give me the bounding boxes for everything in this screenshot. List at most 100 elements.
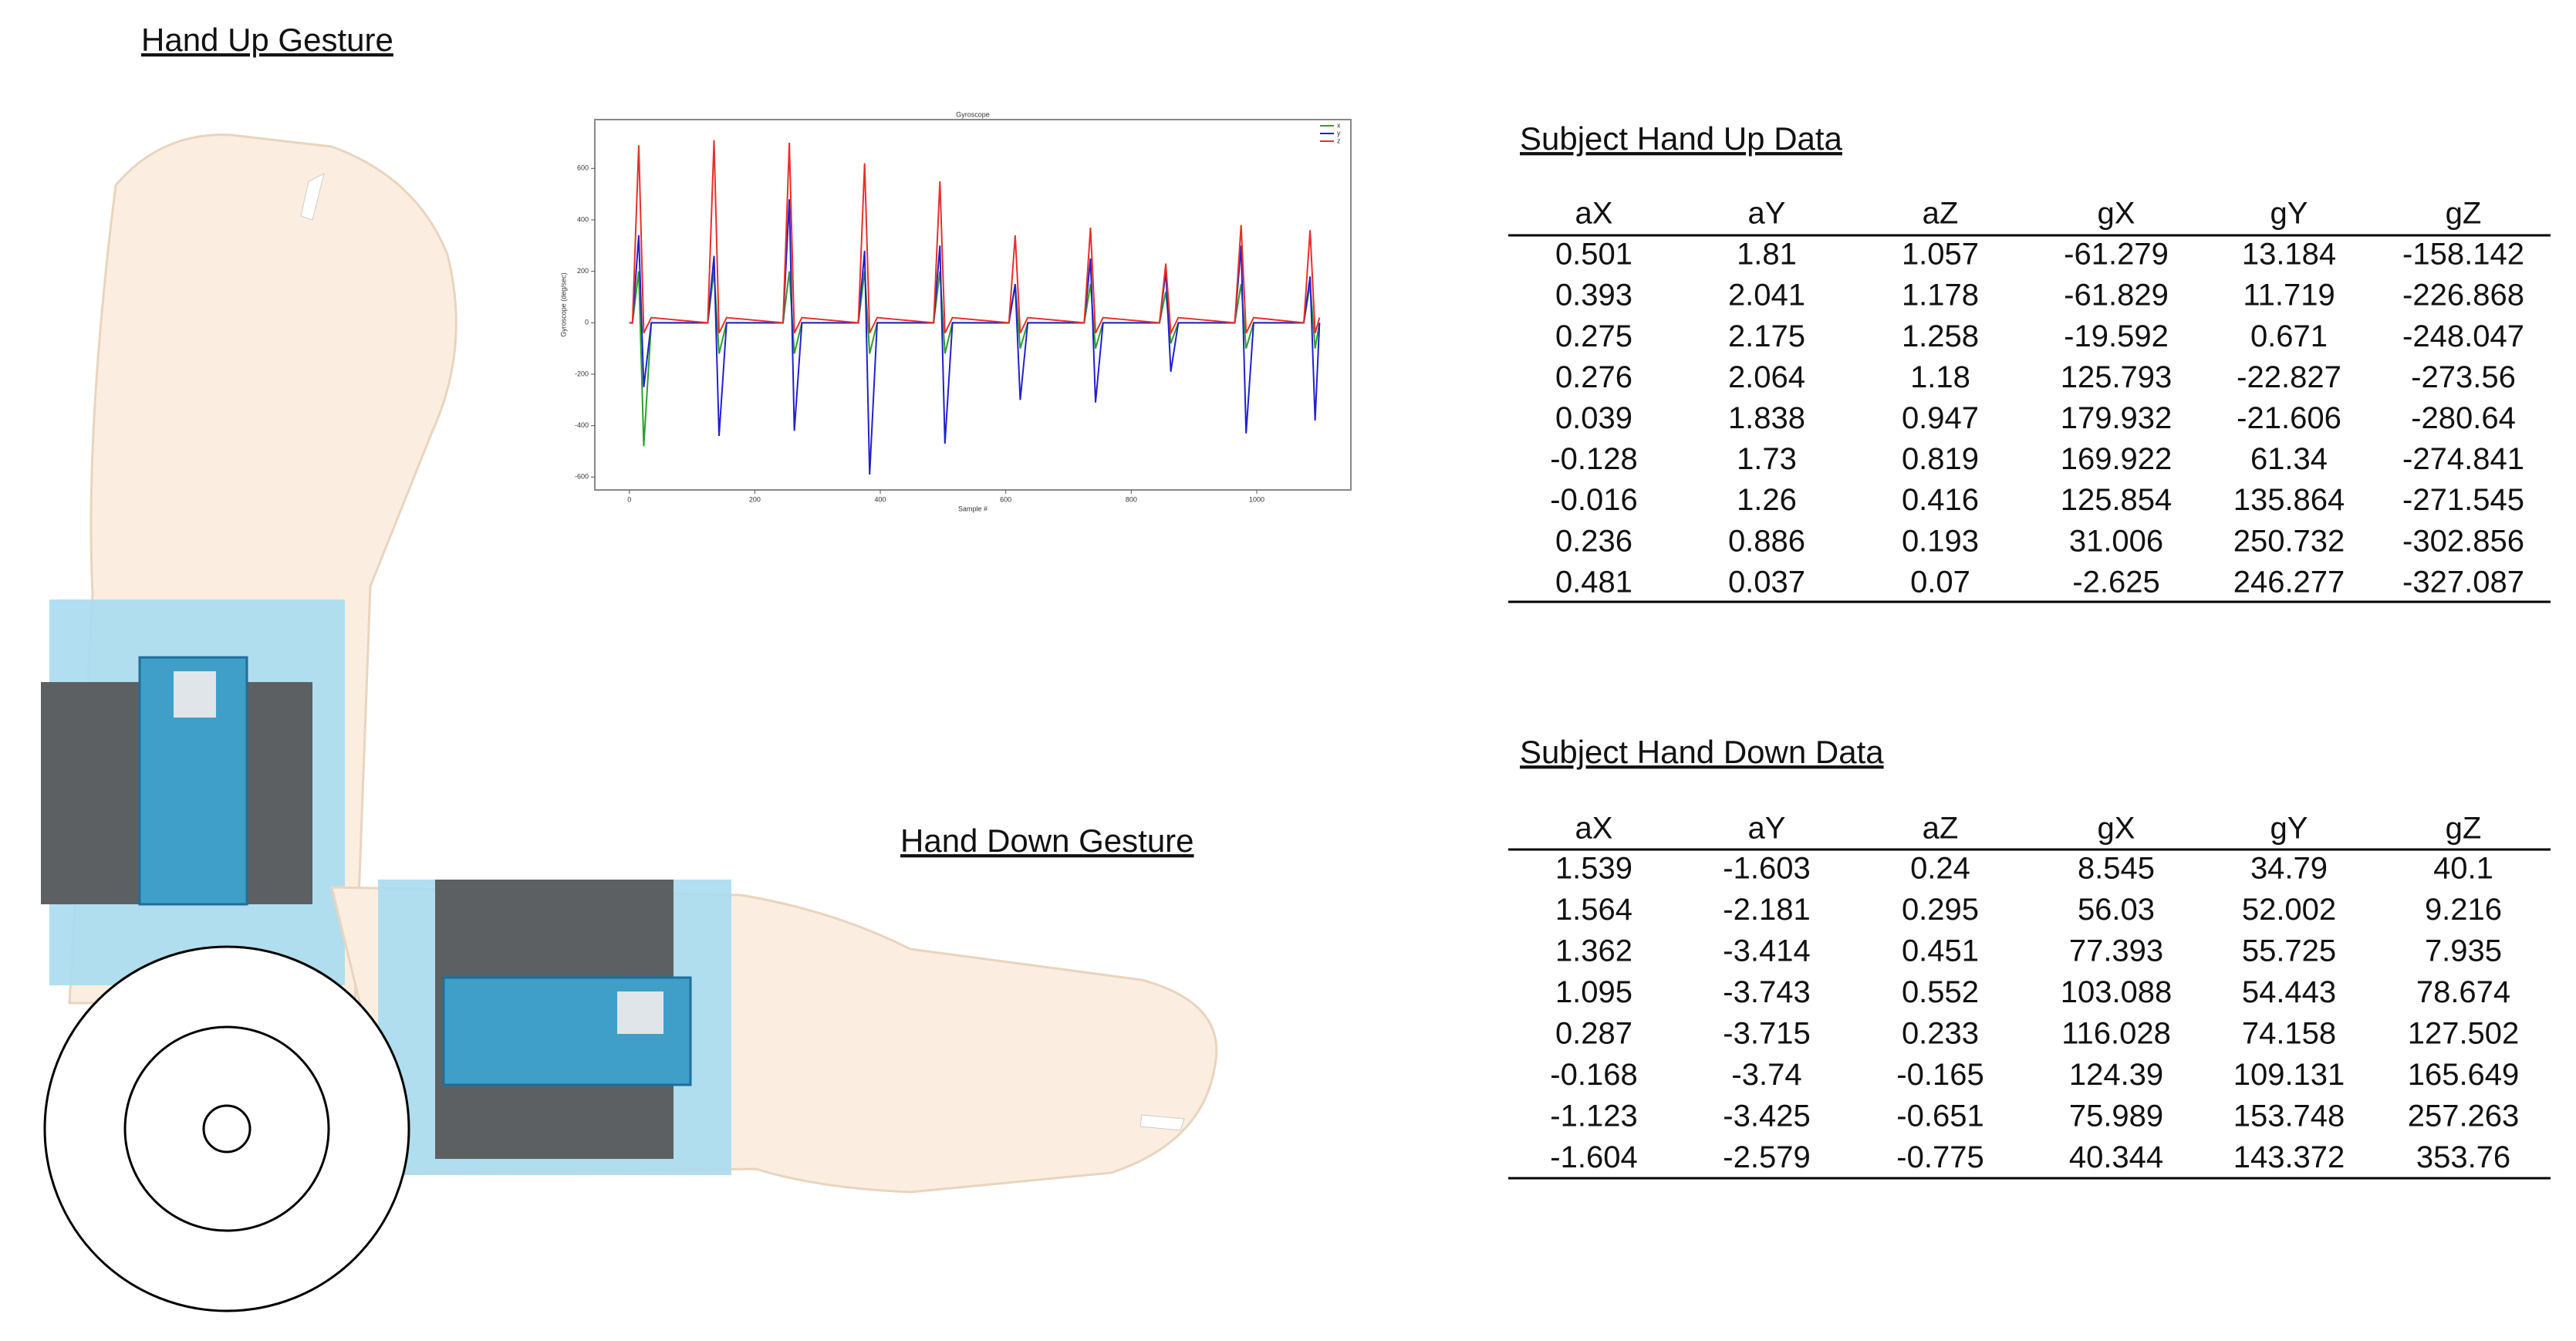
table-cell: 125.793	[2061, 360, 2173, 394]
table-cell: 9.216	[2425, 893, 2502, 927]
table-cell: 1.539	[1555, 852, 1632, 886]
legend-label: x	[1337, 121, 1341, 129]
table-cell: 0.481	[1555, 565, 1632, 599]
table-cell: 1.057	[1902, 238, 1979, 272]
table-cell: -280.64	[2411, 401, 2516, 435]
table-cell: -327.087	[2402, 565, 2524, 599]
column-header: gY	[2270, 812, 2308, 846]
table-cell: -158.142	[2402, 238, 2524, 272]
column-header: aX	[1575, 812, 1613, 846]
table-cell: 2.175	[1728, 319, 1805, 353]
table-cell: 11.719	[2243, 279, 2335, 312]
table-cell: -274.841	[2402, 442, 2524, 476]
table-cell: 125.854	[2061, 483, 2173, 517]
column-header: aZ	[1923, 197, 1959, 231]
dial-middle	[123, 1025, 330, 1232]
table-cell: -0.651	[1896, 1099, 1983, 1133]
table-cell: 7.935	[2425, 934, 2502, 968]
table-cell: 1.258	[1902, 319, 1979, 353]
table-cell: -2.181	[1723, 893, 1810, 927]
table-cell: -0.165	[1896, 1058, 1983, 1092]
table-cell: -271.545	[2402, 483, 2524, 517]
table-cell: -61.279	[2064, 238, 2169, 272]
table-cell: 124.39	[2069, 1058, 2163, 1092]
table-cell: -1.603	[1723, 852, 1810, 886]
table-cell: -302.856	[2402, 524, 2524, 558]
table-cell: 0.287	[1555, 1017, 1632, 1051]
x-tick-label: 1000	[1249, 495, 1264, 503]
table-cell: -3.715	[1723, 1017, 1810, 1051]
table-cell: 13.184	[2242, 238, 2336, 272]
x-tick-label: 400	[875, 495, 886, 503]
table-cell: 127.502	[2408, 1017, 2520, 1051]
series-line	[629, 140, 1321, 336]
column-header: aZ	[1923, 812, 1959, 846]
table-cell: -19.592	[2064, 319, 2169, 353]
table-cell: 0.233	[1902, 1017, 1979, 1051]
column-header: aY	[1748, 197, 1786, 231]
table-cell: 0.039	[1555, 401, 1632, 435]
x-tick-label: 600	[1000, 495, 1011, 503]
table-cell: -2.579	[1723, 1140, 1810, 1174]
table-cell: -3.743	[1723, 975, 1810, 1009]
table-cell: 0.886	[1728, 524, 1805, 558]
table-cell: -0.128	[1550, 442, 1637, 476]
table-cell: 31.006	[2069, 524, 2163, 558]
table-cell: 143.372	[2233, 1140, 2345, 1174]
table-cell: 0.07	[1910, 565, 1970, 599]
x-tick-label: 800	[1126, 495, 1137, 503]
table-cell: 0.552	[1902, 975, 1979, 1009]
y-tick-label: 200	[577, 267, 589, 275]
y-tick-label: -600	[575, 473, 589, 481]
up-table-title: Subject Hand Up Data	[1520, 120, 1843, 157]
column-header: aY	[1748, 812, 1786, 846]
table-cell: 1.095	[1555, 975, 1632, 1009]
column-header: gZ	[2446, 812, 2482, 846]
table-cell: 40.344	[2069, 1140, 2163, 1174]
column-header: gZ	[2446, 197, 2482, 231]
table-cell: 109.131	[2233, 1058, 2345, 1092]
table-cell: 1.564	[1555, 893, 1632, 927]
column-header: gY	[2270, 197, 2308, 231]
chart-title: Gyroscope	[956, 110, 990, 118]
x-tick-label: 0	[627, 495, 631, 503]
legend-label: z	[1337, 137, 1341, 144]
table-cell: -22.827	[2237, 360, 2341, 394]
table-cell: 0.24	[1910, 852, 1970, 886]
column-header: gX	[2098, 197, 2135, 231]
table-cell: -3.425	[1723, 1099, 1810, 1133]
hand-down-chip	[617, 991, 663, 1034]
table-cell: 153.748	[2233, 1099, 2345, 1133]
table-cell: -3.414	[1723, 934, 1810, 968]
table-cell: 179.932	[2061, 401, 2173, 435]
column-header: gX	[2098, 812, 2135, 846]
table-cell: -1.123	[1550, 1099, 1637, 1133]
table-cell: 1.73	[1737, 442, 1797, 476]
table-cell: 0.451	[1902, 934, 1979, 968]
table-cell: 78.674	[2416, 975, 2510, 1009]
table-cell: 8.545	[2078, 852, 2155, 886]
column-header: aX	[1575, 197, 1613, 231]
table-cell: 0.671	[2250, 319, 2328, 353]
table-cell: -2.625	[2072, 565, 2159, 599]
table-cell: 165.649	[2408, 1058, 2520, 1092]
hand-down-title: Hand Down Gesture	[900, 823, 1194, 859]
table-cell: 0.501	[1555, 238, 1632, 272]
hand-up-title: Hand Up Gesture	[141, 22, 393, 58]
chart-frame	[594, 119, 1352, 491]
table-cell: 52.002	[2242, 893, 2336, 927]
y-tick-label: -400	[575, 421, 589, 429]
table-cell: 0.236	[1555, 524, 1632, 558]
table-cell: 0.416	[1902, 483, 1979, 517]
table-cell: 74.158	[2242, 1017, 2336, 1051]
table-cell: 0.947	[1902, 401, 1979, 435]
table-cell: 103.088	[2061, 975, 2173, 1009]
table-cell: 0.295	[1902, 893, 1979, 927]
table-cell: 40.1	[2433, 852, 2493, 886]
hand-down-illustration	[330, 880, 1218, 1194]
hand-down-strap-slot	[1139, 1114, 1185, 1131]
table-cell: 55.725	[2242, 934, 2336, 968]
dial-outer	[43, 945, 410, 1312]
legend-label: y	[1337, 129, 1341, 137]
